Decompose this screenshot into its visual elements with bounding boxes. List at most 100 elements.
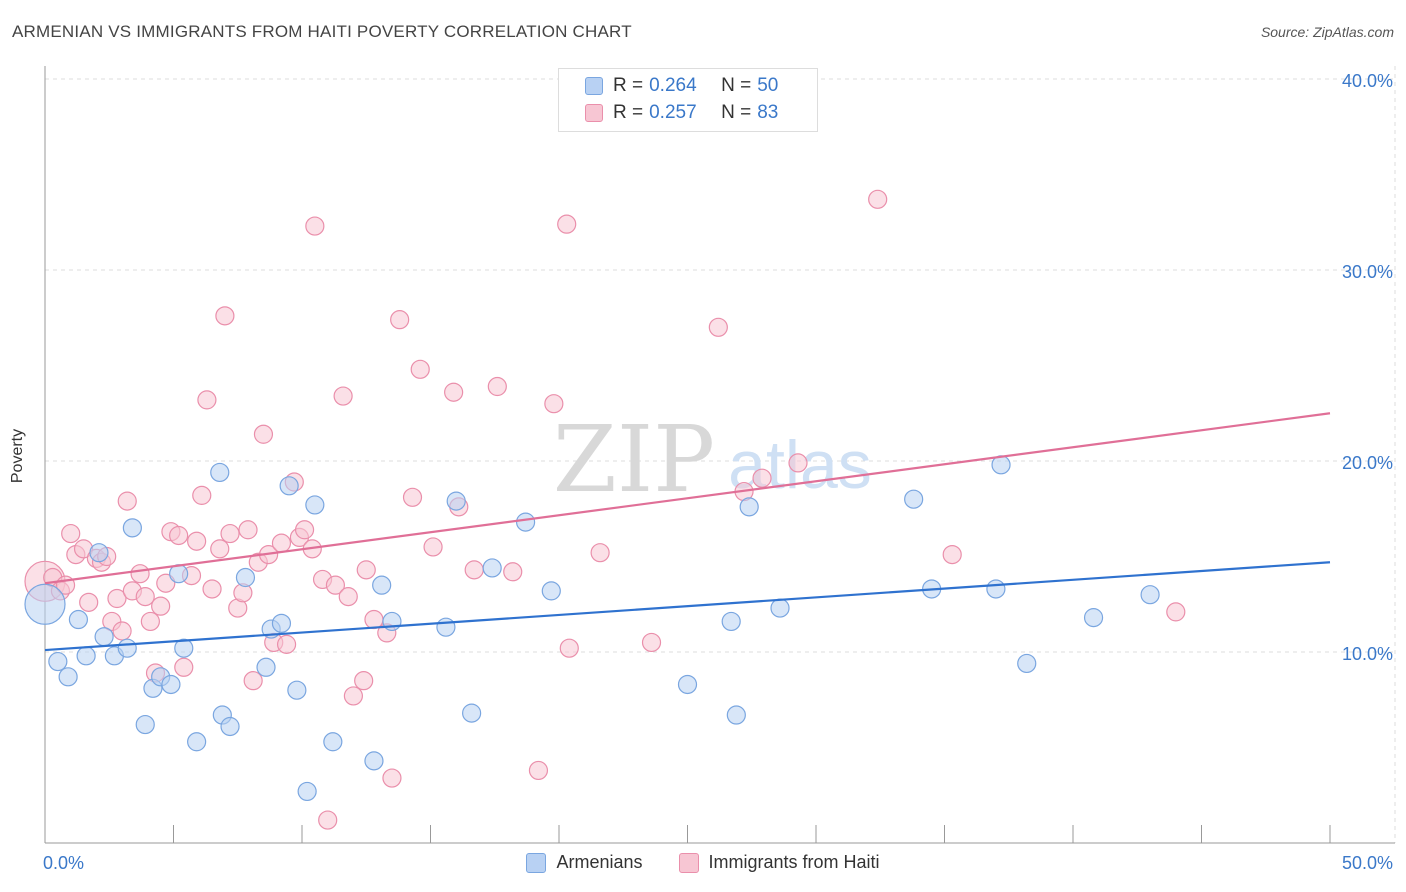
- haiti-point: [390, 310, 410, 330]
- haiti-point: [942, 544, 962, 565]
- haiti-point: [276, 634, 297, 654]
- armenians-point: [770, 598, 790, 618]
- source-credit: Source: ZipAtlas.com: [1260, 24, 1394, 40]
- armenians-point: [436, 617, 456, 637]
- haiti-point: [557, 214, 577, 234]
- haiti-point: [79, 592, 99, 612]
- haiti-point: [151, 596, 171, 616]
- legend-row-haiti: R = 0.257 N = 83: [585, 101, 778, 125]
- armenians-point: [677, 674, 698, 695]
- armenians-point: [297, 781, 317, 802]
- armenians-point: [122, 518, 142, 538]
- armenians-point: [174, 638, 194, 658]
- y-tick-label: 40.0%: [1342, 71, 1393, 91]
- armenians-point: [256, 657, 276, 677]
- armenians-point: [739, 497, 759, 517]
- trend-line-armenians: [44, 561, 1331, 652]
- armenians-point: [187, 732, 207, 752]
- armenians-point: [515, 512, 536, 532]
- series-legend: Armenians Immigrants from Haiti: [0, 852, 1406, 873]
- armenians-point: [135, 714, 155, 735]
- haiti-point: [333, 386, 353, 406]
- haiti-point: [402, 487, 423, 507]
- legend-item-haiti[interactable]: Immigrants from Haiti: [678, 852, 880, 873]
- legend-swatch-blue: [585, 77, 603, 95]
- haiti-point: [788, 453, 808, 473]
- armenians-point: [446, 491, 466, 511]
- haiti-point: [356, 560, 376, 580]
- legend-n-label: N =: [721, 102, 752, 123]
- armenians-point: [1140, 585, 1160, 605]
- legend-n-value: 83: [757, 102, 779, 123]
- armenians-point: [220, 716, 240, 737]
- armenians-point: [68, 609, 89, 630]
- y-tick-label: 30.0%: [1342, 262, 1393, 282]
- armenians-point: [323, 732, 343, 752]
- armenians-point: [279, 476, 299, 496]
- legend-r-value: 0.264: [649, 75, 697, 96]
- haiti-point: [338, 587, 358, 607]
- haiti-point: [187, 531, 207, 551]
- trend-lines: [44, 412, 1331, 652]
- haiti-point: [294, 520, 315, 540]
- legend-n-value: 50: [757, 75, 779, 96]
- haiti-point: [305, 216, 325, 236]
- armenians-point: [94, 627, 114, 647]
- armenians-point: [210, 462, 230, 483]
- x-tick-label-min: 0.0%: [43, 853, 84, 873]
- x-tick-label-max: 50.0%: [1342, 853, 1393, 873]
- armenians-point: [48, 651, 68, 672]
- haiti-point: [528, 760, 549, 781]
- haiti-point: [117, 491, 137, 511]
- legend-r-label: R =: [613, 102, 644, 123]
- haiti-point: [364, 609, 384, 630]
- chart-title: ARMENIAN VS IMMIGRANTS FROM HAITI POVERT…: [12, 22, 632, 41]
- haiti-point: [354, 671, 374, 691]
- haiti-point: [271, 533, 292, 553]
- legend-label-armenians: Armenians: [556, 852, 643, 872]
- legend-item-armenians[interactable]: Armenians: [526, 852, 643, 873]
- armenians-point: [235, 567, 256, 588]
- correlation-legend: R = 0.264 N = 50 R = 0.257 N = 83: [558, 68, 818, 132]
- haiti-point: [192, 485, 212, 505]
- haiti-point: [169, 525, 189, 546]
- legend-label-haiti: Immigrants from Haiti: [708, 852, 880, 872]
- haiti-point: [868, 189, 888, 209]
- haiti-point: [215, 306, 235, 326]
- legend-r-value: 0.257: [649, 102, 697, 123]
- armenians-point: [117, 638, 137, 658]
- haiti-point: [325, 575, 346, 595]
- armenians-point: [986, 579, 1006, 599]
- haiti-point: [220, 523, 240, 544]
- legend-swatch-blue: [526, 852, 547, 873]
- haiti-point: [410, 359, 430, 379]
- haiti-point: [559, 638, 579, 658]
- haiti-point: [202, 579, 222, 599]
- haiti-point: [135, 587, 155, 607]
- y-axis-label: Poverty: [9, 428, 26, 484]
- armenians-point: [372, 575, 392, 595]
- armenians-point: [89, 543, 109, 563]
- armenians-point: [541, 581, 561, 601]
- legend-r-label: R =: [613, 75, 644, 96]
- haiti-point: [112, 621, 132, 641]
- legend-row-armenians: R = 0.264 N = 50: [585, 74, 778, 98]
- haiti-point: [243, 671, 263, 691]
- tick-labels: 10.0% 20.0% 30.0% 40.0% 0.0% 50.0%: [43, 71, 1393, 873]
- armenians-point: [305, 495, 325, 515]
- armenians-point: [24, 583, 66, 625]
- legend-swatch-pink: [678, 852, 699, 873]
- haiti-point: [253, 424, 274, 444]
- haiti-point: [210, 539, 230, 559]
- armenians-point: [462, 703, 482, 723]
- trend-line-haiti: [44, 412, 1331, 585]
- haiti-point: [423, 537, 443, 557]
- haiti-point: [1166, 602, 1186, 622]
- haiti-point: [752, 468, 772, 488]
- haiti-point: [140, 611, 160, 632]
- haiti-point: [61, 523, 81, 544]
- haiti-point: [708, 317, 728, 337]
- armenians-point: [721, 611, 741, 632]
- series-haiti-points: [24, 189, 1186, 830]
